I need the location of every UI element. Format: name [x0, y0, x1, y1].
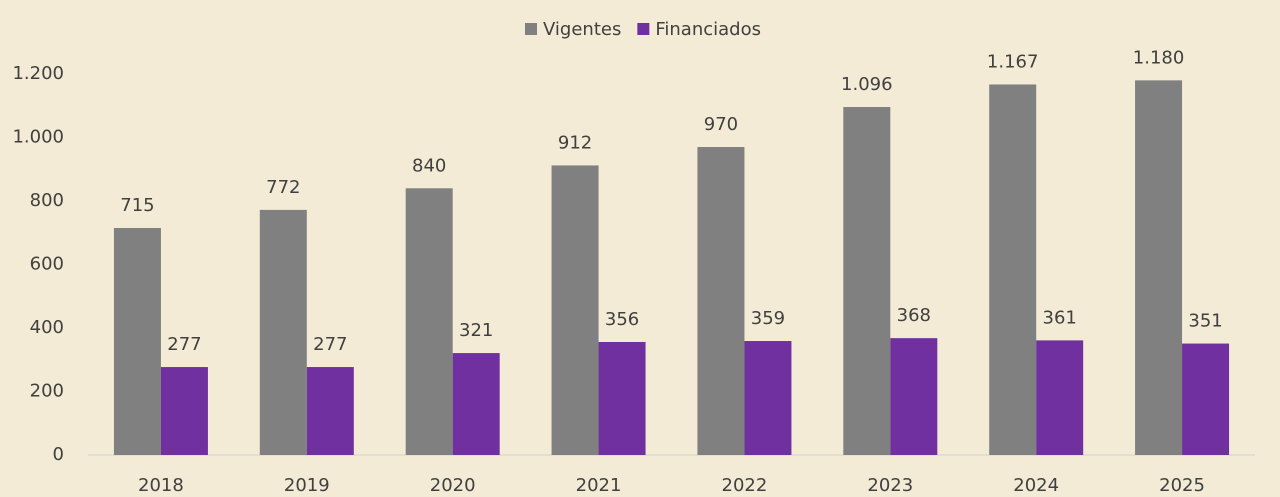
- y-tick-label: 0: [53, 444, 64, 465]
- bar: [160, 367, 208, 455]
- legend-swatch: [525, 23, 537, 35]
- legend-swatch: [637, 23, 650, 35]
- x-tick-label: 2025: [1159, 475, 1205, 496]
- data-label: 840: [412, 155, 446, 176]
- data-label: 912: [558, 132, 592, 153]
- data-label: 772: [266, 177, 300, 198]
- y-tick-label: 800: [30, 190, 64, 211]
- x-tick-label: 2019: [284, 475, 330, 496]
- bar: [405, 188, 453, 456]
- bar: [1182, 343, 1230, 455]
- bar: [1135, 80, 1183, 455]
- data-label: 368: [897, 305, 931, 326]
- data-label: 359: [751, 308, 785, 329]
- data-label: 1.096: [841, 74, 893, 95]
- bar: [598, 341, 646, 455]
- data-label: 351: [1188, 311, 1222, 332]
- x-tick-label: 2023: [867, 475, 913, 496]
- data-label: 715: [120, 195, 154, 216]
- data-label: 321: [459, 320, 493, 341]
- data-label: 1.180: [1133, 47, 1185, 68]
- bar: [113, 227, 161, 455]
- legend-label: Vigentes: [543, 19, 621, 40]
- bar: [843, 107, 891, 456]
- data-label: 277: [313, 334, 347, 355]
- y-tick-label: 400: [30, 317, 64, 338]
- data-label: 970: [704, 114, 738, 135]
- bar: [306, 367, 354, 455]
- data-label: 361: [1043, 307, 1077, 328]
- bar: [697, 147, 745, 455]
- y-tick-label: 600: [30, 254, 64, 275]
- x-tick-label: 2021: [576, 475, 622, 496]
- legend-label: Financiados: [655, 19, 761, 40]
- data-label: 356: [605, 309, 639, 330]
- x-tick-label: 2022: [722, 475, 768, 496]
- bar: [259, 209, 307, 455]
- bar: [890, 338, 938, 455]
- y-tick-label: 200: [30, 381, 64, 402]
- bar: [989, 84, 1037, 455]
- y-tick-label: 1.200: [12, 63, 64, 84]
- x-tick-label: 2024: [1013, 475, 1059, 496]
- data-label: 1.167: [987, 51, 1039, 72]
- x-tick-label: 2018: [138, 475, 184, 496]
- bar: [452, 353, 500, 455]
- bar: [551, 165, 599, 455]
- bar: [744, 341, 792, 455]
- x-tick-label: 2020: [430, 475, 476, 496]
- bar: [1036, 340, 1084, 455]
- data-label: 277: [167, 334, 201, 355]
- y-tick-label: 1.000: [12, 127, 64, 148]
